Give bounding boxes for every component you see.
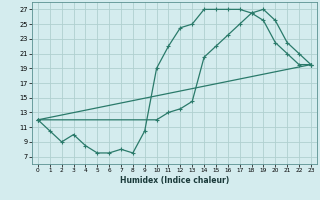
X-axis label: Humidex (Indice chaleur): Humidex (Indice chaleur) [120,176,229,185]
